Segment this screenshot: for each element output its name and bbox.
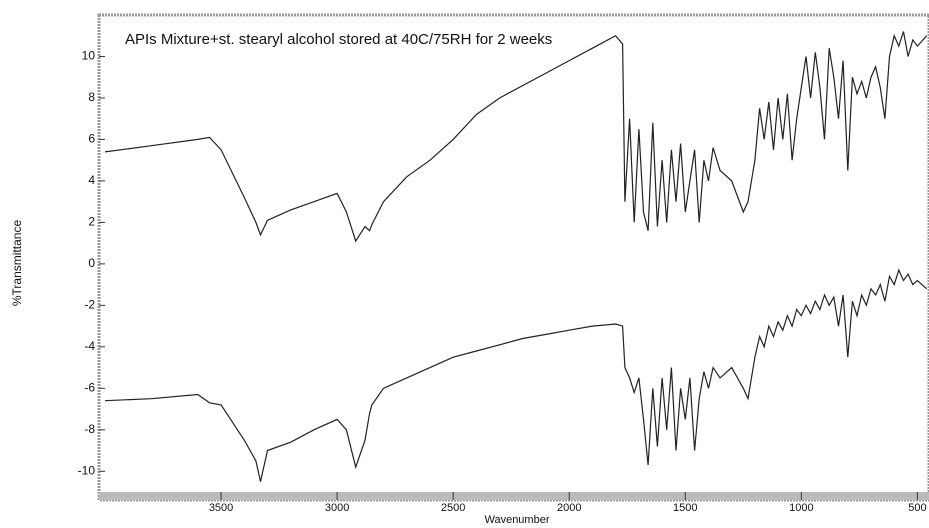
plot-frame [97,13,929,502]
x-tick-label: 3500 [209,502,233,514]
y-tick-label: 8 [88,90,95,104]
x-tick-label: 1000 [789,502,813,514]
x-tick-label: 1500 [673,502,697,514]
y-tick-label: 6 [88,132,95,146]
y-tick-label: 10 [82,49,96,63]
y-tick-label: 0 [88,256,95,270]
y-tick-label: 2 [88,215,95,229]
y-tick-label: -6 [84,380,95,394]
x-axis-label: Wavenumber [484,514,549,526]
x-tick-label: 2500 [441,502,465,514]
x-tick-label: 500 [908,502,926,514]
spectrum-line [104,31,928,243]
annotation: APIs Mixture+st. stearyl alcohol stored … [125,31,552,48]
y-tick-label: 4 [88,173,95,187]
y-tick-label: -4 [84,339,95,353]
y-axis-label: %Transmittance [10,220,24,307]
spectrum-line [104,268,928,482]
x-axis-band [99,492,929,500]
x-tick-label: 3000 [325,502,349,514]
y-tick-label: -10 [78,463,96,477]
y-tick-label: -8 [84,422,95,436]
y-tick-label: -2 [84,298,95,312]
x-tick-label: 2000 [557,502,581,514]
